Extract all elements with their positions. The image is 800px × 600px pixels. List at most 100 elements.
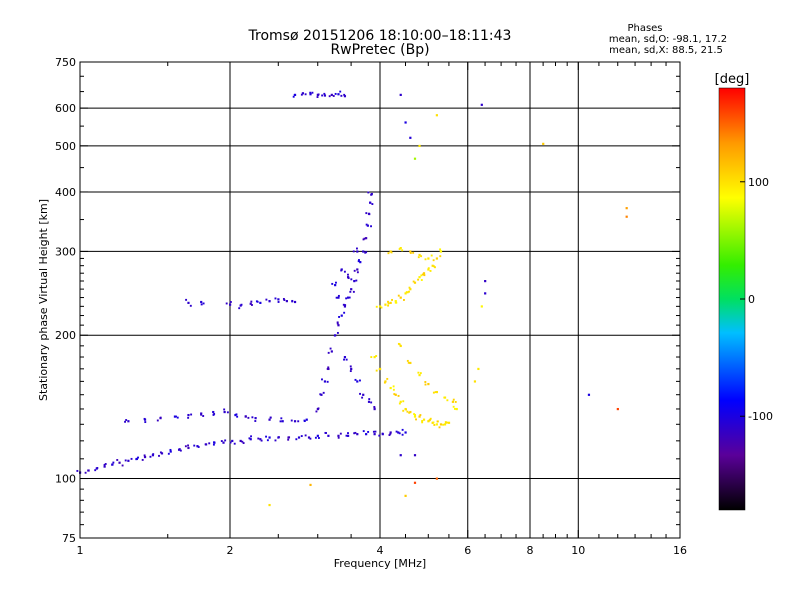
x-axis-label: Frequency [MHz] <box>334 557 426 570</box>
data-point-echo <box>335 281 337 284</box>
data-point <box>346 296 350 299</box>
data-point-echo <box>370 401 373 404</box>
data-point-echo <box>408 290 410 293</box>
data-point-echo <box>371 203 374 206</box>
data-point-echo <box>352 290 355 293</box>
data-point-echo <box>336 322 339 325</box>
data-point <box>343 95 347 98</box>
data-point-echo <box>401 428 404 431</box>
x-tick-label: 8 <box>527 544 534 557</box>
chart-title: Tromsø 20151206 18:10:00–18:11:43 <box>248 28 512 44</box>
data-point-echo <box>359 392 361 395</box>
data-point-echo <box>442 423 445 426</box>
data-point-echo <box>386 377 389 380</box>
data-point-echo <box>124 459 127 462</box>
data-point-echo <box>130 457 133 460</box>
x-tick-label: 2 <box>227 544 234 557</box>
data-point <box>323 94 327 97</box>
data-point <box>413 281 417 284</box>
data-point-echo <box>349 290 352 293</box>
info-heading: Phases <box>627 23 662 34</box>
data-point-echo <box>229 301 232 303</box>
data-point-echo <box>344 304 347 307</box>
data-point <box>451 400 455 403</box>
data-point-echo <box>223 408 226 411</box>
data-point <box>389 386 392 390</box>
info-line-x: mean, sd,X: 88.5, 21.5 <box>609 45 723 56</box>
data-point-echo <box>280 417 283 420</box>
data-point-echo <box>354 431 357 434</box>
data-point <box>365 433 368 436</box>
data-point-echo <box>397 294 400 297</box>
data-point-echo <box>373 406 376 409</box>
data-point-echo <box>212 443 215 446</box>
data-point <box>409 361 412 365</box>
data-point <box>187 446 190 450</box>
data-point-echo <box>268 300 271 303</box>
data-point-echo <box>233 442 236 445</box>
data-point <box>268 503 271 507</box>
data-point-echo <box>362 238 365 241</box>
data-point-echo <box>235 413 238 416</box>
data-point-echo <box>315 410 318 413</box>
y-tick-label: 75 <box>62 532 76 545</box>
data-point-echo <box>392 385 395 388</box>
data-point-echo <box>319 393 322 396</box>
data-point-echo <box>311 91 314 94</box>
data-point-echo <box>87 469 90 472</box>
data-point-echo <box>125 419 128 421</box>
data-point-echo <box>423 274 426 277</box>
data-point-echo <box>434 266 436 269</box>
data-point <box>337 296 340 299</box>
data-point <box>427 268 430 271</box>
data-point-echo <box>381 432 384 435</box>
data-point <box>409 410 412 414</box>
data-point-echo <box>402 400 405 403</box>
data-point-echo <box>412 251 415 254</box>
data-point-echo <box>356 271 359 274</box>
data-point <box>127 459 130 462</box>
data-point <box>409 250 412 253</box>
data-point <box>427 382 430 386</box>
data-point-echo <box>363 237 366 240</box>
data-point-echo <box>250 435 253 438</box>
data-point-echo <box>398 432 401 435</box>
data-point-echo <box>256 300 259 303</box>
data-point <box>327 434 330 437</box>
data-point-echo <box>187 444 190 447</box>
data-point-echo <box>420 279 423 281</box>
data-point-echo <box>367 191 370 194</box>
data-point-echo <box>348 296 351 299</box>
data-point <box>413 454 417 457</box>
data-point <box>366 224 369 227</box>
data-point-echo <box>250 304 253 306</box>
data-point <box>337 93 340 96</box>
data-point-echo <box>378 368 381 371</box>
data-point <box>316 434 319 437</box>
data-point-echo <box>103 463 106 466</box>
data-point-echo <box>197 446 200 448</box>
data-point <box>394 300 397 303</box>
data-point-echo <box>446 421 449 424</box>
data-point-echo <box>395 301 398 304</box>
data-point <box>409 288 412 291</box>
data-point-echo <box>387 252 390 255</box>
data-point-echo <box>417 256 420 259</box>
data-point-echo <box>304 93 307 96</box>
info-line-o: mean, sd,O: -98.1, 17.2 <box>609 34 727 45</box>
data-point-echo <box>419 372 422 375</box>
data-point-echo <box>343 270 346 273</box>
data-point <box>305 418 308 421</box>
data-point-echo <box>250 300 253 303</box>
data-point-echo <box>352 250 355 253</box>
data-point-echo <box>349 365 352 368</box>
data-point-echo <box>357 260 360 263</box>
data-point-echo <box>137 456 139 459</box>
data-point-echo <box>452 405 455 408</box>
data-point-echo <box>356 247 358 250</box>
data-point-echo <box>159 451 162 454</box>
data-point <box>435 114 438 117</box>
data-point-echo <box>387 304 390 307</box>
data-point-echo <box>322 391 325 394</box>
data-point-echo <box>309 437 312 440</box>
